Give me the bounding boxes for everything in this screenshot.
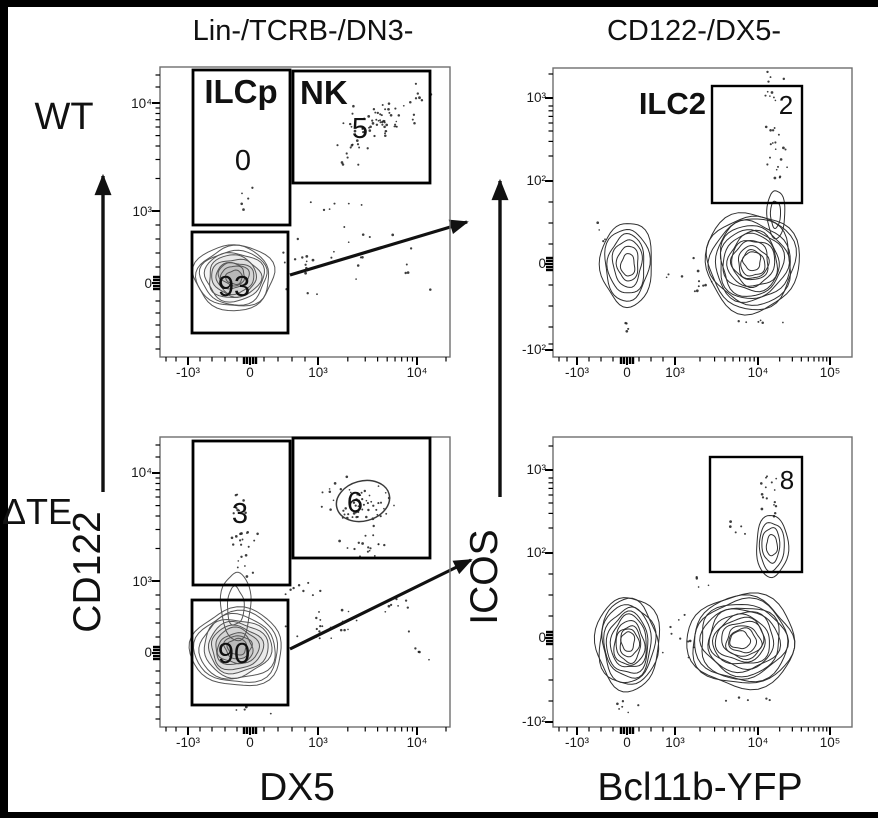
y-tick: 10³ [132, 574, 152, 589]
contour-and-scatter [188, 475, 430, 715]
gate-value-ilcp: 0 [235, 145, 251, 177]
gate-value-main: 93 [218, 271, 250, 303]
axis-ticks [545, 73, 831, 365]
gate-value-nk: 5 [352, 113, 368, 145]
y-tick: 0 [144, 276, 152, 291]
y-tick: 10² [526, 545, 546, 560]
y-tick: 10³ [526, 462, 546, 477]
gate-nk [291, 69, 432, 185]
gate-connector-arrow-wt [289, 219, 469, 277]
gate-ilcp [191, 439, 292, 587]
plot-frame [552, 436, 853, 728]
x-axis-label-dx5: DX5 [259, 766, 335, 809]
border-left [0, 0, 8, 818]
y-tick: 10⁴ [131, 465, 152, 480]
gate-ilcp [191, 68, 292, 227]
x-tick: 0 [246, 735, 254, 750]
y-tick: -10² [522, 342, 547, 357]
axis-ticks [152, 444, 447, 735]
y-tick: 0 [538, 256, 546, 271]
y-tick: 10³ [132, 204, 152, 219]
plot-wt-right: ILC2 2 10³ 10² 0 -10² -10³ 0 10³ 10⁴ 10⁵ [522, 67, 853, 380]
y-tick: -10² [522, 714, 547, 729]
axis-ticks [545, 445, 831, 735]
border-bottom [0, 812, 878, 818]
x-tick: -10³ [565, 365, 590, 380]
nk-cluster-ellipse [335, 479, 391, 523]
y-axis-label-icos: ICOS [463, 529, 506, 624]
x-tick: 0 [623, 365, 631, 380]
gate-ilc2 [710, 84, 804, 205]
x-tick: 10⁴ [748, 365, 769, 380]
gate-value-nk: 6 [347, 487, 363, 519]
plot-wt-left: ILCp 0 NK 5 93 10⁴ 10³ 0 -10³ 0 10³ 10⁴ [131, 66, 451, 380]
gate-label-ilc2: ILC2 [639, 86, 706, 121]
contour-and-scatter [596, 70, 800, 333]
x-tick: 0 [623, 735, 631, 750]
x-tick: 0 [246, 365, 254, 380]
border-top [0, 0, 878, 7]
x-tick: -10³ [565, 735, 590, 750]
gate-main-93 [190, 230, 290, 335]
plot-dte-left: 3 6 90 10⁴ 10³ 0 -10³ 0 10³ 10⁴ [131, 436, 451, 750]
y-tick: 10⁴ [131, 96, 152, 111]
gate-value-ilc2: 8 [780, 465, 794, 495]
gate-main-90 [190, 598, 290, 707]
x-tick: 10³ [308, 735, 328, 750]
y-tick: 10³ [526, 90, 546, 105]
x-tick: -10³ [176, 365, 201, 380]
row-label-wt: WT [34, 96, 93, 138]
axis-ticks [152, 74, 447, 365]
gate-ilc2 [708, 455, 804, 574]
y-axis-label-cd122: CD122 [66, 511, 109, 632]
x-tick: -10³ [176, 735, 201, 750]
gate-value-main: 90 [218, 638, 250, 670]
x-tick: 10⁴ [407, 365, 428, 380]
gate-value-ilcp: 3 [232, 498, 248, 530]
x-tick: 10³ [308, 365, 328, 380]
plot-dte-right: 8 10³ 10² 0 -10² -10³ 0 10³ 10⁴ 10⁵ [522, 436, 853, 750]
x-tick: 10⁴ [407, 735, 428, 750]
panel-title-left: Lin-/TCRB-/DN3- [193, 15, 414, 47]
plot-frame [552, 67, 853, 358]
gate-label-ilcp: ILCp [204, 73, 277, 110]
x-tick: 10³ [665, 365, 685, 380]
gate-value-ilc2: 2 [779, 90, 793, 120]
panel-title-right: CD122-/DX5- [607, 15, 781, 47]
contour-and-scatter [593, 475, 796, 714]
x-tick: 10⁵ [820, 735, 841, 750]
x-tick: 10³ [665, 735, 685, 750]
y-tick: 0 [538, 630, 546, 645]
gate-label-nk: NK [300, 74, 348, 111]
row-label-dte: ΔTE [2, 491, 72, 532]
gate-nk [291, 436, 432, 560]
contour-and-scatter [191, 82, 433, 312]
y-tick: 10² [526, 173, 546, 188]
x-tick: 10⁵ [820, 365, 841, 380]
x-tick: 10⁴ [748, 735, 769, 750]
x-axis-label-bcl11b: Bcl11b-YFP [597, 766, 802, 809]
y-tick: 0 [144, 645, 152, 660]
gate-connector-arrow-dte [289, 558, 473, 651]
